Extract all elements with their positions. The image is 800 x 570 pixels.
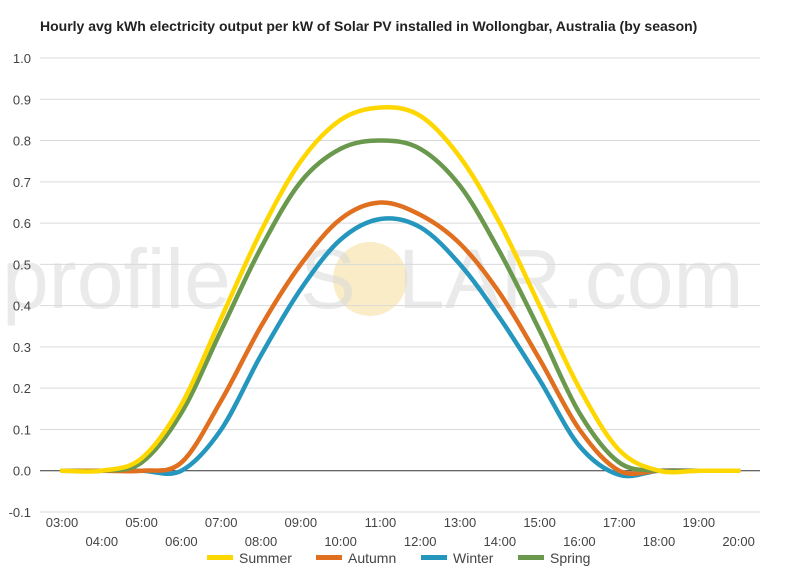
x-tick-label: 19:00 xyxy=(683,515,716,530)
y-axis: -0.1 0.0 0.1 0.2 0.3 0.4 0.5 0.6 0.7 0.8 0.9 1.0 xyxy=(9,51,31,520)
y-tick-label: 0.3 xyxy=(13,340,31,355)
legend: Summer Autumn Winter Spring xyxy=(207,550,590,566)
legend-swatch xyxy=(316,555,342,560)
x-axis: 03:00 04:00 05:00 06:00 07:00 08:00 09:00 10:00… xyxy=(46,515,755,549)
x-tick-label: 07:00 xyxy=(205,515,238,530)
x-tick-label: 15:00 xyxy=(523,515,556,530)
watermark: profile S LAR.com xyxy=(2,232,743,326)
x-tick-label: 17:00 xyxy=(603,515,636,530)
y-tick-label: 0.5 xyxy=(13,257,31,272)
x-tick-label: 14:00 xyxy=(484,534,517,549)
watermark-text-left: profile xyxy=(2,232,231,326)
legend-label: Spring xyxy=(550,550,590,566)
y-tick-label: 0.6 xyxy=(13,216,31,231)
x-tick-label: 10:00 xyxy=(324,534,357,549)
x-tick-label: 09:00 xyxy=(285,515,318,530)
legend-swatch xyxy=(421,555,447,560)
watermark-text-right: LAR.com xyxy=(398,232,743,326)
legend-label: Autumn xyxy=(348,550,396,566)
y-tick-label: -0.1 xyxy=(9,505,31,520)
x-tick-label: 12:00 xyxy=(404,534,437,549)
y-tick-label: 0.2 xyxy=(13,381,31,396)
x-tick-label: 05:00 xyxy=(125,515,158,530)
watermark-sun-icon xyxy=(333,242,407,316)
series-line-autumn xyxy=(59,200,741,476)
y-tick-label: 0.0 xyxy=(13,464,31,479)
chart-title: Hourly avg kWh electricity output per kW… xyxy=(40,18,698,34)
series-lines xyxy=(59,105,741,479)
y-tick-label: 0.4 xyxy=(13,299,31,314)
x-tick-label: 11:00 xyxy=(365,515,397,530)
series-line-winter xyxy=(59,216,741,479)
y-tick-label: 0.8 xyxy=(13,134,31,149)
y-tick-label: 0.7 xyxy=(13,175,31,190)
grid xyxy=(40,57,760,513)
x-tick-label: 13:00 xyxy=(444,515,477,530)
x-tick-label: 04:00 xyxy=(86,534,119,549)
legend-swatch xyxy=(518,555,544,560)
y-tick-label: 0.1 xyxy=(13,422,31,437)
legend-item-summer: Summer xyxy=(207,550,292,566)
x-tick-label: 16:00 xyxy=(563,534,596,549)
x-tick-label: 08:00 xyxy=(245,534,278,549)
legend-item-autumn: Autumn xyxy=(316,550,396,566)
legend-label: Winter xyxy=(453,550,494,566)
legend-item-winter: Winter xyxy=(421,550,494,566)
legend-item-spring: Spring xyxy=(518,550,590,566)
legend-label: Summer xyxy=(239,550,292,566)
x-tick-label: 18:00 xyxy=(643,534,676,549)
y-tick-label: 1.0 xyxy=(13,51,31,66)
x-tick-label: 06:00 xyxy=(165,534,198,549)
series-line-summer xyxy=(59,105,741,475)
x-tick-label: 20:00 xyxy=(722,534,755,549)
y-tick-label: 0.9 xyxy=(13,92,31,107)
series-line-spring xyxy=(59,138,741,474)
legend-swatch xyxy=(207,555,233,560)
x-tick-label: 03:00 xyxy=(46,515,79,530)
